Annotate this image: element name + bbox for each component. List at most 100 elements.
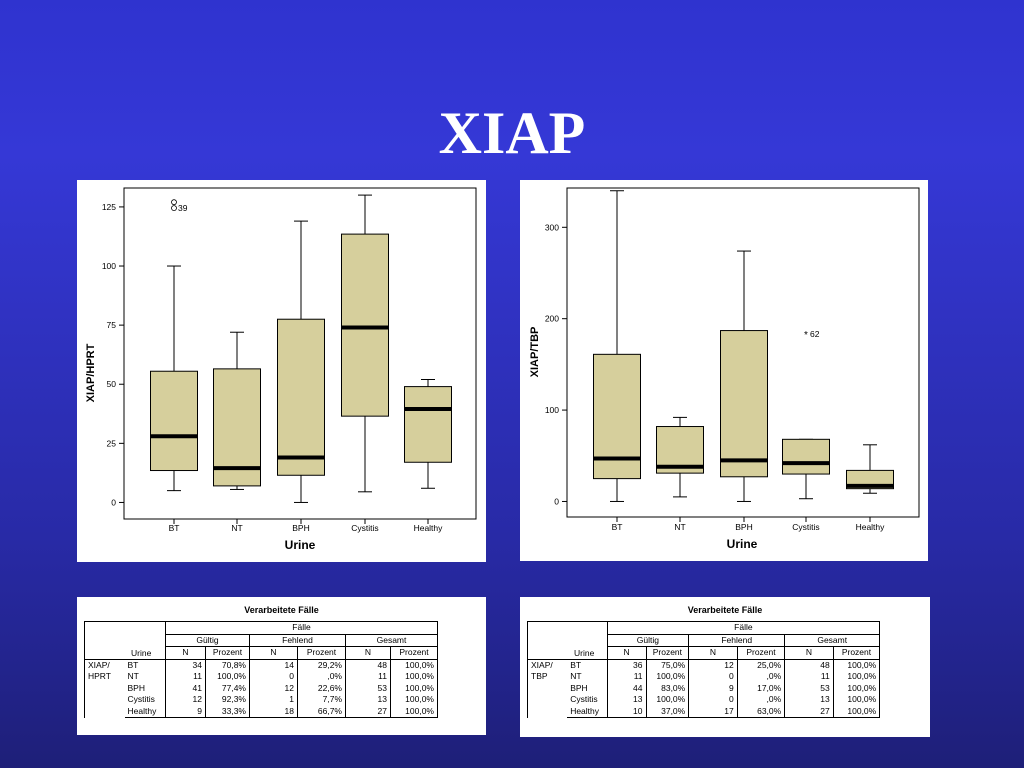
table-cell: 12 <box>165 694 206 706</box>
box-bph <box>277 318 325 476</box>
table-cell: 100,0% <box>390 682 438 694</box>
row-header-urine: Urine <box>131 647 152 658</box>
table-cell: ,0% <box>736 694 786 706</box>
header-row-groups: Gültig Fehlend Gesamt <box>528 633 930 647</box>
table-cell: 100,0% <box>832 671 881 683</box>
boxplot-xiap-tbp: 0 100 200 300 XIAP/TBP Urine BT NT BPH Cystitis He… <box>529 187 920 551</box>
header-sub: Prozent <box>645 646 690 660</box>
table-cell: 22,6% <box>297 682 346 694</box>
header-sub: N <box>165 646 206 660</box>
table-cell: 100,0% <box>645 694 690 706</box>
row-label: Cystitis <box>124 694 166 706</box>
table-cell: ,0% <box>297 671 346 683</box>
table-cell: 75,0% <box>645 658 690 671</box>
x-tick-label-nt: NT <box>674 522 685 532</box>
table-cell: 29,2% <box>297 658 346 671</box>
y-tick-label: 50 <box>107 379 117 389</box>
row-label: Healthy <box>567 705 608 718</box>
table-cell: 12 <box>688 658 738 671</box>
y-tick-label: 100 <box>545 405 559 415</box>
table-cell: 11 <box>606 671 647 683</box>
header-row-sub: N Prozent N Prozent N Prozent <box>85 646 486 660</box>
x-tick-label-bph: BPH <box>735 522 752 532</box>
table-cell: 13 <box>784 694 834 706</box>
header-group: Fehlend <box>688 633 786 647</box>
variable-label: XIAP/HPRT <box>84 658 125 718</box>
table-row: NT 11 100,0% 0,0% 11 100,0% <box>85 671 486 683</box>
corner-cell: Urine <box>84 621 166 660</box>
table-cell: 48 <box>784 658 834 671</box>
header-sub: N <box>688 646 738 660</box>
outlier-point <box>171 199 177 206</box>
header-sub: Prozent <box>390 646 438 660</box>
table-cell: 9 <box>688 682 738 694</box>
table-cell: 100,0% <box>645 671 690 683</box>
y-tick-label: 200 <box>545 314 559 324</box>
x-tick-label-healthy: Healthy <box>856 522 886 532</box>
y-tick-label: 0 <box>111 497 116 507</box>
box-cystitis <box>782 438 830 475</box>
table-cell: 53 <box>784 682 834 694</box>
table-cell: 100,0% <box>205 671 250 683</box>
y-tick-label: 125 <box>102 202 116 212</box>
table-cell: 12 <box>249 682 298 694</box>
cases-panel-hprt: Verarbeitete Fälle Urine Fälle Gültig Fehle… <box>77 597 486 735</box>
header-row-faelle: Urine Fälle <box>527 621 930 660</box>
table-cell: 36 <box>606 658 647 671</box>
table-cell: 100,0% <box>832 658 881 671</box>
variable-label: XIAP/TBP <box>527 658 568 718</box>
table-cell: 100,0% <box>390 658 438 671</box>
cases-table-hprt: Urine Fälle Gültig Fehlend Gesamt N Prozent N Pr… <box>84 621 486 718</box>
corner-cell: Urine <box>527 621 608 660</box>
table-cell: 7,7% <box>297 694 346 706</box>
header-group: Gültig <box>165 633 250 647</box>
row-label: BT <box>124 658 166 671</box>
table-cell: 100,0% <box>832 694 881 706</box>
slide-title: XIAP <box>438 100 586 166</box>
table-cell: 11 <box>165 671 206 683</box>
header-sub: N <box>606 646 647 660</box>
variable-label-line: TBP <box>531 670 548 681</box>
table-row: Healthy 10 37,0% 17 63,0% 27 100,0% <box>528 705 930 718</box>
table-cell: 25,0% <box>736 658 786 671</box>
header-faelle: Fälle <box>165 621 438 635</box>
y-axis-title: XIAP/TBP <box>529 327 541 378</box>
header-sub: Prozent <box>297 646 346 660</box>
outlier-label: 62 <box>810 329 820 339</box>
table-cell: 14 <box>249 658 298 671</box>
table-title: Verarbeitete Fälle <box>244 605 319 615</box>
table-cell: 27 <box>784 705 834 718</box>
table-cell: 66,7% <box>297 705 346 718</box>
header-row-faelle: Urine Fälle <box>84 621 486 660</box>
y-axis-title: XIAP/HPRT <box>85 343 97 402</box>
table-row: XIAP/TBP BT 36 75,0% 12 25,0% 48 100,0% <box>527 658 930 718</box>
table-row: Cystitis 13 100,0% 0,0% 13 100,0% <box>528 694 930 706</box>
header-faelle: Fälle <box>606 621 881 635</box>
header-sub: Prozent <box>205 646 250 660</box>
boxplot-xiap-hprt: 0 25 50 75 100 125 XIAP/HPRT Urine BT NT BPH Cystit… <box>85 187 477 552</box>
table-row: NT 11 100,0% 0,0% 11 100,0% <box>528 671 930 683</box>
x-axis-title: Urine <box>285 538 316 552</box>
table-cell: 53 <box>345 682 391 694</box>
box-bph <box>720 330 768 478</box>
header-group: Gesamt <box>345 633 438 647</box>
y-tick-label: 300 <box>545 222 559 232</box>
table-cell: 13 <box>345 694 391 706</box>
x-tick-label-healthy: Healthy <box>414 523 444 533</box>
outlier-label: 39 <box>178 203 188 213</box>
row-label: BPH <box>567 682 608 694</box>
table-cell: 83,0% <box>645 682 690 694</box>
row-label: BPH <box>124 682 166 694</box>
variable-label-line: XIAP/ <box>88 659 110 670</box>
header-group: Fehlend <box>249 633 346 647</box>
table-cell: 92,3% <box>205 694 250 706</box>
table-row: BPH 41 77,4% 12 22,6% 53 100,0% <box>85 682 486 694</box>
variable-label-line: XIAP/ <box>531 659 553 670</box>
header-sub: Prozent <box>832 646 881 660</box>
x-tick-label-cystitis: Cystitis <box>792 522 819 532</box>
table-cell: 33,3% <box>205 705 250 718</box>
table-cell: 100,0% <box>390 694 438 706</box>
table-cell: 44 <box>606 682 647 694</box>
table-cell: 48 <box>345 658 391 671</box>
variable-label-line: HPRT <box>88 670 111 681</box>
